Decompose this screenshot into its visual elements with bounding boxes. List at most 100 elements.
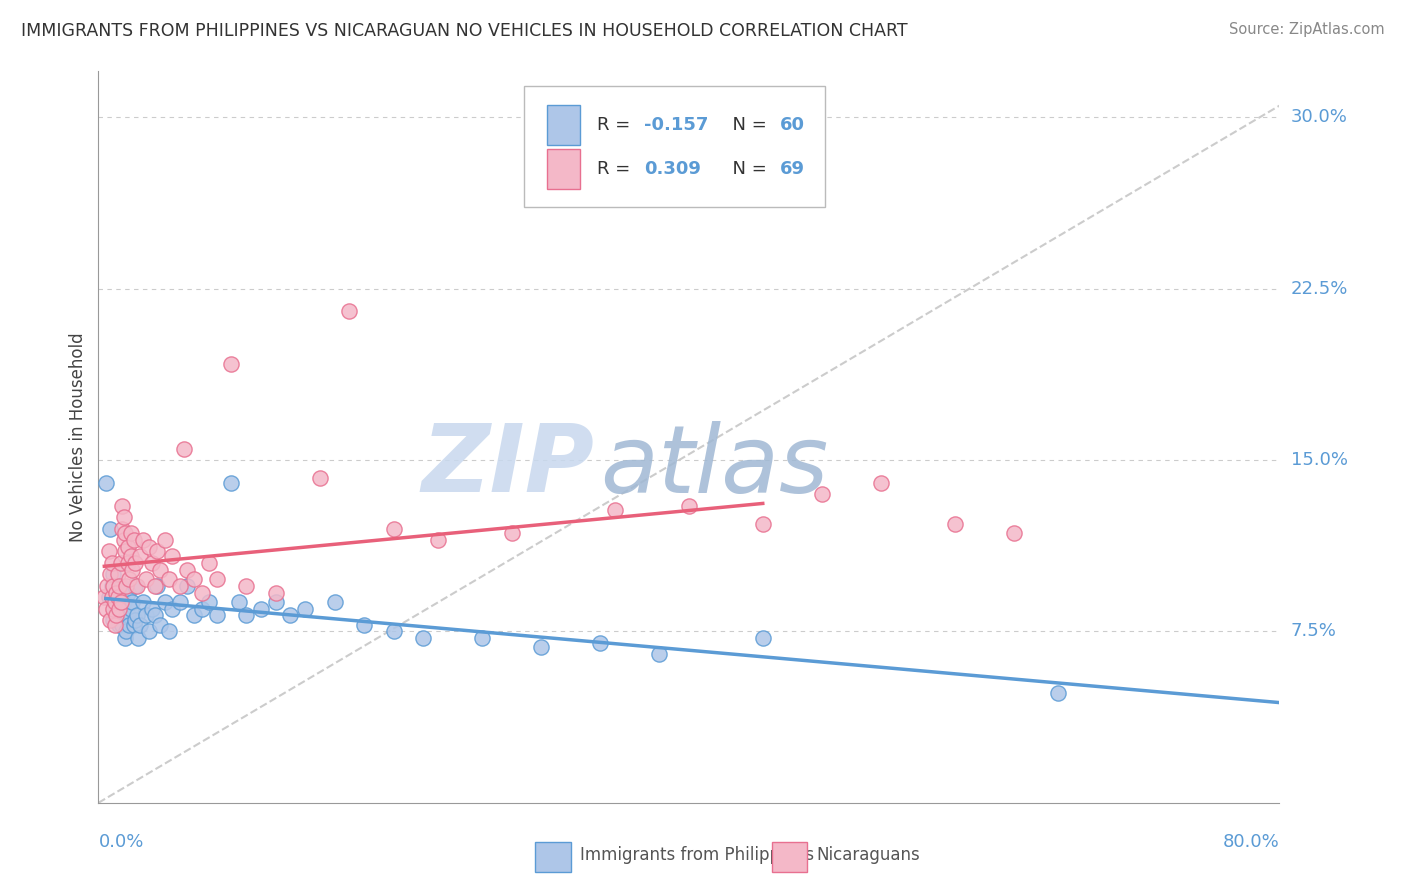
Point [183,608,205,623]
Point [250,601,273,615]
Text: R =: R = [596,116,636,134]
Point [146,579,169,593]
Point [128,549,150,563]
Point [132,595,155,609]
Y-axis label: No Vehicles in Household: No Vehicles in Household [69,332,87,542]
Point [648,647,671,661]
Point [121,595,143,609]
Point [122,533,145,547]
Point [471,632,494,646]
Text: Nicaraguans: Nicaraguans [817,847,921,864]
Point [191,585,214,599]
Point [752,516,775,531]
Point [112,533,135,547]
Text: 7.5%: 7.5% [1291,623,1337,640]
Point [221,475,243,490]
Point [752,632,775,646]
Point [111,521,134,535]
Point [94,475,117,490]
Text: IMMIGRANTS FROM PHILIPPINES VS NICARAGUAN NO VEHICLES IN HOUSEHOLD CORRELATION C: IMMIGRANTS FROM PHILIPPINES VS NICARAGUA… [21,22,908,40]
Point [323,595,346,609]
Point [107,590,129,604]
Point [125,579,148,593]
Point [105,585,128,599]
Point [235,608,257,623]
Point [104,601,127,615]
Point [382,624,405,639]
Point [589,636,612,650]
FancyBboxPatch shape [547,149,581,189]
Point [205,572,228,586]
FancyBboxPatch shape [547,104,581,145]
Text: 60: 60 [780,116,804,134]
Text: 30.0%: 30.0% [1291,108,1347,126]
Point [135,608,157,623]
Text: N =: N = [721,160,772,178]
Point [294,601,316,615]
Point [124,579,146,593]
Point [122,617,145,632]
Point [108,617,131,632]
Point [530,640,553,655]
Point [97,590,120,604]
Point [943,516,966,531]
Point [117,608,139,623]
Point [100,590,122,604]
Point [412,632,434,646]
Point [153,595,176,609]
Point [146,544,169,558]
Point [111,617,134,632]
Point [103,579,125,593]
Point [264,585,287,599]
Point [110,608,132,623]
Point [280,608,302,623]
Point [94,601,117,615]
Point [105,579,128,593]
Text: R =: R = [596,160,636,178]
Point [153,533,176,547]
Point [110,579,132,593]
Point [191,601,214,615]
Point [149,617,172,632]
Point [124,613,146,627]
Point [112,510,135,524]
Text: Immigrants from Philippines: Immigrants from Philippines [581,847,814,864]
Point [120,526,142,541]
Point [678,499,700,513]
Point [353,617,375,632]
Point [162,601,183,615]
Text: N =: N = [721,116,772,134]
Point [93,590,115,604]
Point [110,556,132,570]
Point [198,595,221,609]
Point [427,533,450,547]
Point [117,540,139,554]
Point [107,567,129,582]
Point [104,595,127,609]
Text: 15.0%: 15.0% [1291,451,1347,469]
Point [143,608,166,623]
Point [1002,526,1025,541]
Point [157,572,180,586]
Point [198,556,221,570]
Point [169,579,191,593]
Point [157,624,180,639]
Point [97,544,120,558]
Point [124,556,146,570]
Text: 22.5%: 22.5% [1291,279,1348,298]
Point [117,556,139,570]
Point [205,608,228,623]
Point [141,556,163,570]
Point [605,503,627,517]
Point [100,556,122,570]
Point [176,563,198,577]
Point [103,601,125,615]
Point [114,632,136,646]
Point [105,608,128,623]
Point [107,595,129,609]
Point [114,544,136,558]
Point [104,617,127,632]
Text: Source: ZipAtlas.com: Source: ZipAtlas.com [1229,22,1385,37]
FancyBboxPatch shape [536,842,571,871]
Point [162,549,183,563]
